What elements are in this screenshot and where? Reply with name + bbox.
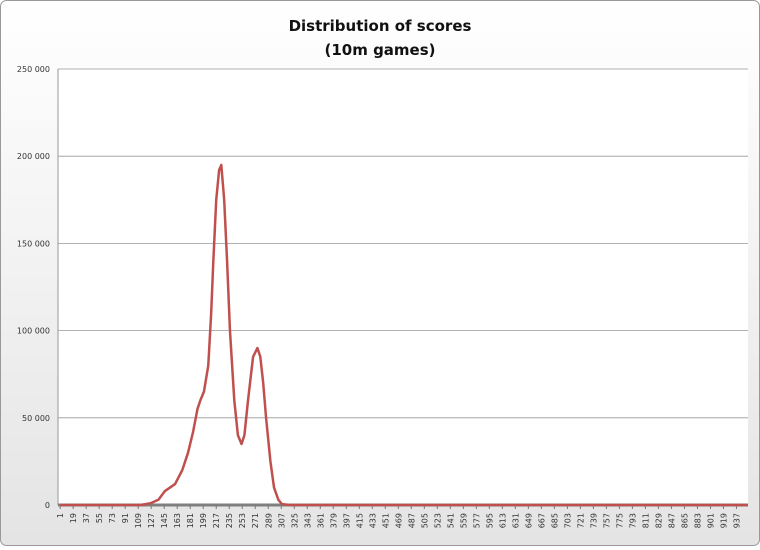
y-tick-label: 150 000 [17,239,50,248]
x-tick-label: 379 [329,513,338,528]
x-tick-label: 253 [238,513,247,528]
plot-area [58,69,748,505]
x-tick-label: 343 [303,513,312,528]
x-tick-label: 685 [550,513,559,528]
x-tick-label: 217 [212,513,221,528]
x-tick-label: 739 [589,513,598,528]
x-tick-label: 505 [420,513,429,528]
y-tick-label: 200 000 [17,152,50,161]
x-tick-label: 721 [576,513,585,528]
y-tick-label: 0 [45,501,50,510]
x-tick-label: 775 [615,513,624,528]
x-tick-label: 235 [225,513,234,528]
chart-subtitle: (10m games) [324,41,435,59]
x-tick-label: 649 [524,513,533,528]
series-line [60,163,748,507]
x-tick-label: 415 [355,513,364,528]
x-tick-label: 109 [134,513,143,528]
x-tick-label: 163 [173,513,182,528]
y-tick-label: 100 000 [17,327,50,336]
x-tick-label: 19 [69,513,78,523]
x-tick-label: 307 [277,513,286,528]
x-tick-label: 55 [95,513,104,523]
x-tick-label: 433 [368,513,377,528]
x-tick-label: 829 [654,513,663,528]
x-tick-label: 577 [472,513,481,528]
x-tick-label: 937 [732,513,741,528]
y-tick-label: 50 000 [22,414,50,423]
x-tick-label: 631 [511,513,520,528]
x-tick-label: 361 [316,513,325,528]
x-tick-label: 595 [485,513,494,528]
x-tick-label: 91 [121,513,130,523]
x-tick-label: 523 [433,513,442,528]
x-tick-label: 451 [381,513,390,528]
x-tick-label: 541 [446,513,455,528]
x-tick-label: 811 [641,513,650,528]
x-tick-label: 865 [680,513,689,528]
x-tick-label: 325 [290,513,299,528]
x-tick-label: 73 [108,513,117,523]
x-tick-label: 613 [498,513,507,528]
x-tick-label: 487 [407,513,416,528]
x-tick-label: 37 [82,513,91,523]
x-tick-label: 127 [147,513,156,528]
x-tick-label: 469 [394,513,403,528]
y-tick-label: 250 000 [17,65,50,74]
x-tick-label: 667 [537,513,546,528]
x-tick-label: 1 [56,513,65,518]
x-tick-label: 847 [667,513,676,528]
x-tick-label: 559 [459,513,468,528]
x-tick-label: 883 [693,513,702,528]
x-tick-label: 199 [199,513,208,528]
x-tick-label: 793 [628,513,637,528]
x-tick-label: 271 [251,513,260,528]
x-tick-label: 919 [719,513,728,528]
x-tick-label: 397 [342,513,351,528]
x-tick-label: 289 [264,513,273,528]
x-tick-label: 703 [563,513,572,528]
chart-title: Distribution of scores [289,17,472,35]
x-tick-label: 901 [706,513,715,528]
x-tick-label: 145 [160,513,169,528]
x-tick-label: 757 [602,513,611,528]
x-tick-label: 181 [186,513,195,528]
